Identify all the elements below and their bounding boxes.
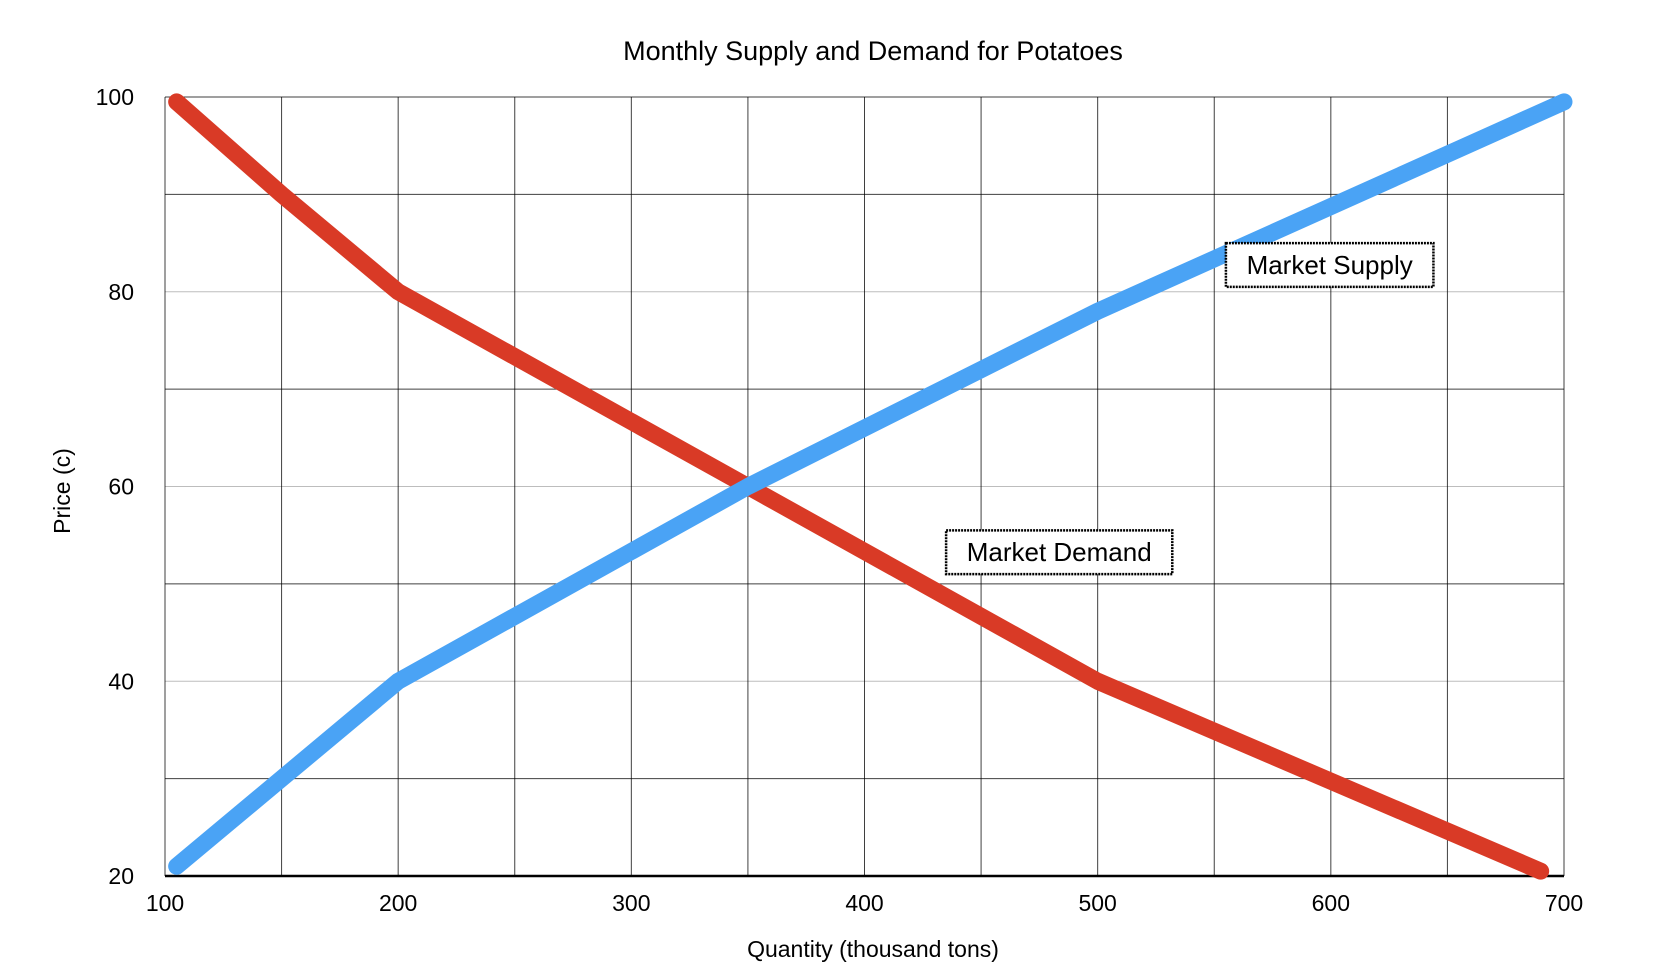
x-tick-label: 400	[845, 890, 883, 916]
market-demand-label-box	[944, 529, 1174, 576]
chart-title: Monthly Supply and Demand for Potatoes	[623, 36, 1123, 66]
x-tick-label: 700	[1545, 890, 1583, 916]
y-tick-label: 80	[108, 279, 134, 305]
y-tick-label: 40	[108, 668, 134, 694]
x-tick-label: 300	[612, 890, 650, 916]
x-tick-label: 600	[1312, 890, 1350, 916]
y-tick-label: 20	[108, 863, 134, 889]
y-tick-label: 60	[108, 474, 134, 500]
x-tick-label: 200	[379, 890, 417, 916]
x-tick-label: 500	[1078, 890, 1116, 916]
market-demand-label: Market Demand	[967, 537, 1152, 567]
tick-labels: 100 200 300 400 500 600 700 20 40 60 80 100	[96, 84, 1584, 916]
annotations: Market Supply Market Demand	[944, 241, 1435, 576]
market-supply-line	[168, 93, 1573, 875]
y-tick-label: 100	[96, 84, 134, 110]
market-demand-line	[168, 93, 1550, 880]
grid	[164, 96, 1565, 876]
x-axis-title: Quantity (thousand tons)	[747, 936, 999, 962]
market-supply-label: Market Supply	[1247, 250, 1413, 280]
x-tick-label: 100	[146, 890, 184, 916]
y-axis-title: Price (c)	[49, 448, 75, 534]
market-supply-label-box	[1224, 241, 1435, 289]
series	[168, 93, 1573, 880]
